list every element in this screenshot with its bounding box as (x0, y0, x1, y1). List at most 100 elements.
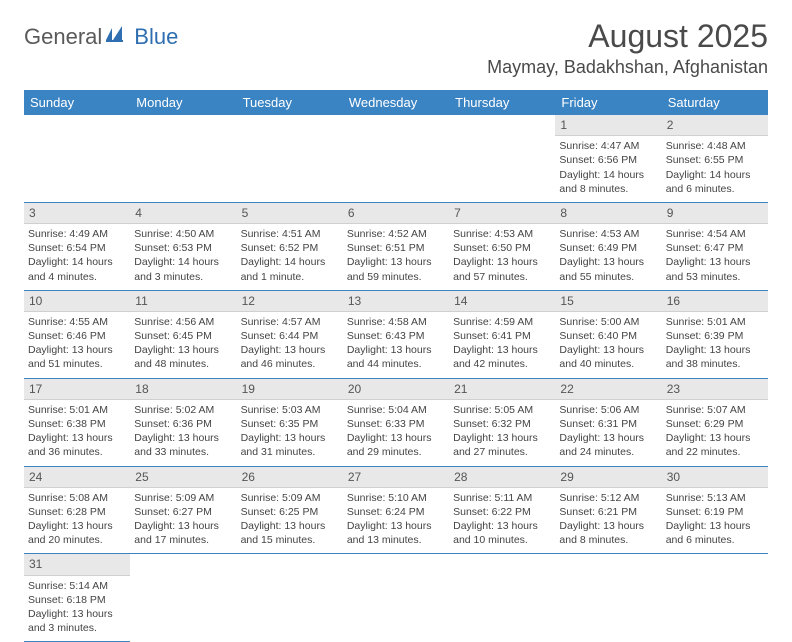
calendar-cell: 13Sunrise: 4:58 AMSunset: 6:43 PMDayligh… (343, 290, 449, 378)
sunset-line: Sunset: 6:45 PM (134, 329, 232, 343)
sunset-line: Sunset: 6:47 PM (666, 241, 764, 255)
calendar-cell: 28Sunrise: 5:11 AMSunset: 6:22 PMDayligh… (449, 466, 555, 554)
daylight-line: Daylight: 13 hours and 48 minutes. (134, 343, 232, 371)
weekday-header: Thursday (449, 90, 555, 115)
sunrise-line: Sunrise: 4:53 AM (453, 227, 551, 241)
sunrise-line: Sunrise: 5:08 AM (28, 491, 126, 505)
day-number: 24 (24, 467, 130, 488)
daylight-line: Daylight: 13 hours and 6 minutes. (666, 519, 764, 547)
sunrise-line: Sunrise: 5:12 AM (559, 491, 657, 505)
calendar-cell (449, 115, 555, 202)
location: Maymay, Badakhshan, Afghanistan (487, 57, 768, 78)
calendar-cell: 29Sunrise: 5:12 AMSunset: 6:21 PMDayligh… (555, 466, 661, 554)
day-number: 10 (24, 291, 130, 312)
sunrise-line: Sunrise: 4:51 AM (241, 227, 339, 241)
daylight-line: Daylight: 13 hours and 8 minutes. (559, 519, 657, 547)
calendar-cell (237, 115, 343, 202)
day-number: 17 (24, 379, 130, 400)
calendar-cell (555, 554, 661, 642)
weekday-header: Wednesday (343, 90, 449, 115)
day-number: 27 (343, 467, 449, 488)
day-number: 16 (662, 291, 768, 312)
calendar-cell: 14Sunrise: 4:59 AMSunset: 6:41 PMDayligh… (449, 290, 555, 378)
day-number: 31 (24, 554, 130, 575)
sunrise-line: Sunrise: 5:09 AM (241, 491, 339, 505)
sunset-line: Sunset: 6:33 PM (347, 417, 445, 431)
calendar-cell (24, 115, 130, 202)
sunrise-line: Sunrise: 5:09 AM (134, 491, 232, 505)
sunrise-line: Sunrise: 4:50 AM (134, 227, 232, 241)
sunrise-line: Sunrise: 5:03 AM (241, 403, 339, 417)
daylight-line: Daylight: 13 hours and 29 minutes. (347, 431, 445, 459)
calendar-cell: 19 Sunrise: 5:03 AMSunset: 6:35 PMDayligh… (237, 378, 343, 466)
daylight-line: Daylight: 13 hours and 24 minutes. (559, 431, 657, 459)
sunrise-line: Sunrise: 5:13 AM (666, 491, 764, 505)
daylight-line: Daylight: 13 hours and 53 minutes. (666, 255, 764, 283)
calendar-cell: 27Sunrise: 5:10 AMSunset: 6:24 PMDayligh… (343, 466, 449, 554)
title-block: August 2025 Maymay, Badakhshan, Afghanis… (487, 18, 768, 78)
daylight-line: Daylight: 13 hours and 40 minutes. (559, 343, 657, 371)
sunset-line: Sunset: 6:35 PM (241, 417, 339, 431)
day-number: 22 (555, 379, 661, 400)
day-number: 3 (24, 203, 130, 224)
daylight-line: Daylight: 13 hours and 55 minutes. (559, 255, 657, 283)
day-number: 4 (130, 203, 236, 224)
calendar-cell: 30Sunrise: 5:13 AMSunset: 6:19 PMDayligh… (662, 466, 768, 554)
sunrise-line: Sunrise: 5:10 AM (347, 491, 445, 505)
sunrise-line: Sunrise: 5:04 AM (347, 403, 445, 417)
calendar-cell: 26Sunrise: 5:09 AMSunset: 6:25 PMDayligh… (237, 466, 343, 554)
calendar-cell (662, 554, 768, 642)
calendar-week: 17Sunrise: 5:01 AMSunset: 6:38 PMDayligh… (24, 378, 768, 466)
sunrise-line: Sunrise: 4:55 AM (28, 315, 126, 329)
calendar-week: 31Sunrise: 5:14 AMSunset: 6:18 PMDayligh… (24, 554, 768, 642)
sunset-line: Sunset: 6:21 PM (559, 505, 657, 519)
daylight-line: Daylight: 13 hours and 42 minutes. (453, 343, 551, 371)
sunrise-line: Sunrise: 5:01 AM (28, 403, 126, 417)
sunrise-line: Sunrise: 4:48 AM (666, 139, 764, 153)
sunset-line: Sunset: 6:25 PM (241, 505, 339, 519)
calendar-cell: 17Sunrise: 5:01 AMSunset: 6:38 PMDayligh… (24, 378, 130, 466)
sunset-line: Sunset: 6:55 PM (666, 153, 764, 167)
day-number: 25 (130, 467, 236, 488)
daylight-line: Daylight: 13 hours and 36 minutes. (28, 431, 126, 459)
daylight-line: Daylight: 13 hours and 31 minutes. (241, 431, 339, 459)
calendar-body: 1Sunrise: 4:47 AMSunset: 6:56 PMDaylight… (24, 115, 768, 642)
day-number: 11 (130, 291, 236, 312)
calendar-cell: 4Sunrise: 4:50 AMSunset: 6:53 PMDaylight… (130, 202, 236, 290)
sunset-line: Sunset: 6:46 PM (28, 329, 126, 343)
sunrise-line: Sunrise: 4:58 AM (347, 315, 445, 329)
calendar-cell (343, 554, 449, 642)
sunset-line: Sunset: 6:31 PM (559, 417, 657, 431)
sunset-line: Sunset: 6:28 PM (28, 505, 126, 519)
weekday-header: Monday (130, 90, 236, 115)
sunset-line: Sunset: 6:41 PM (453, 329, 551, 343)
sunset-line: Sunset: 6:36 PM (134, 417, 232, 431)
sunrise-line: Sunrise: 5:06 AM (559, 403, 657, 417)
day-number: 15 (555, 291, 661, 312)
calendar-cell: 10 Sunrise: 4:55 AMSunset: 6:46 PMDayligh… (24, 290, 130, 378)
sunset-line: Sunset: 6:22 PM (453, 505, 551, 519)
calendar-cell: 7Sunrise: 4:53 AMSunset: 6:50 PMDaylight… (449, 202, 555, 290)
daylight-line: Daylight: 13 hours and 10 minutes. (453, 519, 551, 547)
day-number: 2 (662, 115, 768, 136)
day-number: 1 (555, 115, 661, 136)
sunrise-line: Sunrise: 4:59 AM (453, 315, 551, 329)
sunset-line: Sunset: 6:54 PM (28, 241, 126, 255)
calendar-cell: 20 Sunrise: 5:04 AMSunset: 6:33 PMDayligh… (343, 378, 449, 466)
brand-part2: Blue (134, 24, 178, 50)
calendar-cell: 6Sunrise: 4:52 AMSunset: 6:51 PMDaylight… (343, 202, 449, 290)
calendar-cell: 25Sunrise: 5:09 AMSunset: 6:27 PMDayligh… (130, 466, 236, 554)
day-number: 19 (237, 379, 343, 400)
daylight-line: Daylight: 13 hours and 51 minutes. (28, 343, 126, 371)
flag-icon (106, 26, 132, 49)
sunset-line: Sunset: 6:50 PM (453, 241, 551, 255)
day-number: 20 (343, 379, 449, 400)
daylight-line: Daylight: 14 hours and 1 minute. (241, 255, 339, 283)
calendar-cell (343, 115, 449, 202)
calendar-table: SundayMondayTuesdayWednesdayThursdayFrid… (24, 90, 768, 642)
calendar-cell: 15Sunrise: 5:00 AMSunset: 6:40 PMDayligh… (555, 290, 661, 378)
sunset-line: Sunset: 6:51 PM (347, 241, 445, 255)
sunrise-line: Sunrise: 4:52 AM (347, 227, 445, 241)
header: General Blue August 2025 Maymay, Badakhs… (24, 18, 768, 78)
sunrise-line: Sunrise: 5:05 AM (453, 403, 551, 417)
